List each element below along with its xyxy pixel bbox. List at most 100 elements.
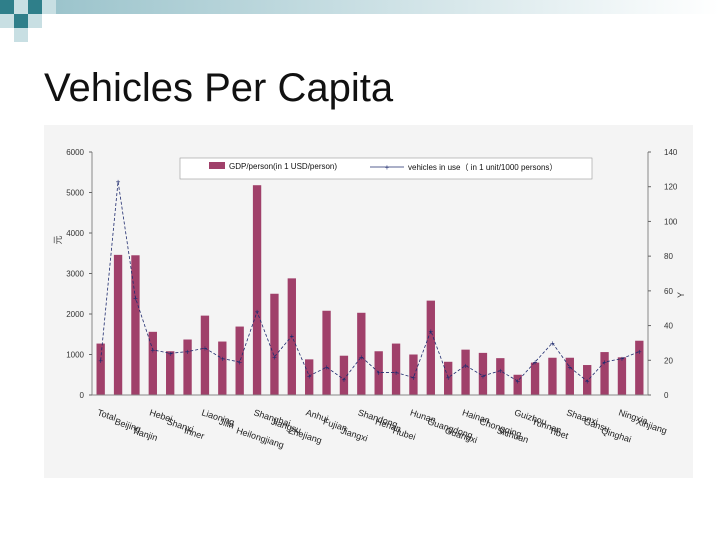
deco-square [14, 28, 28, 42]
left-tick-label: 2000 [66, 310, 84, 319]
vehicles-point-marker: + [637, 348, 642, 357]
vehicles-point-marker: + [324, 363, 329, 372]
vehicles-point-marker: + [376, 368, 381, 377]
gdp-bar [183, 339, 192, 395]
right-tick-label: 120 [664, 183, 678, 192]
gdp-bar [617, 357, 627, 395]
vehicles-point-marker: + [515, 377, 520, 386]
left-tick-label: 5000 [66, 189, 84, 198]
chart-panel: 0 1000 2000 3000 4000 5000 6000 0 20 40 60 80 100 120… [44, 125, 693, 478]
category-label: Zhejiang [287, 425, 323, 445]
vehicles-point-marker: + [446, 374, 451, 383]
vehicles-point-marker: + [116, 178, 121, 187]
legend-line-label: vehicles in use（ in 1 unit/1000 persons） [408, 163, 557, 172]
vehicles-point-marker: + [133, 294, 138, 303]
vehicles-point-marker: + [185, 348, 190, 357]
vehicles-point-marker: + [567, 363, 572, 372]
vehicles-point-marker: + [342, 375, 347, 384]
vehicles-point-marker: + [620, 355, 625, 364]
gdp-bar [322, 310, 331, 395]
vehicles-point-marker: + [150, 346, 155, 355]
gdp-bar [461, 349, 470, 395]
vehicles-point-marker: + [98, 356, 103, 365]
gdp-bar [548, 357, 557, 395]
vehicles-point-marker: + [289, 332, 294, 341]
gdp-bar [218, 341, 227, 395]
gdp-bar [600, 352, 609, 395]
slide-title: Vehicles Per Capita [44, 66, 394, 110]
vehicles-point-marker: + [428, 327, 433, 336]
category-label: Tianjin [131, 425, 159, 443]
category-label: Tibet [548, 425, 570, 441]
left-tick-label: 3000 [66, 270, 84, 279]
gdp-bar [131, 255, 140, 395]
deco-square [0, 14, 14, 28]
vehicles-point-marker: + [359, 353, 364, 362]
vehicles-point-marker: + [255, 308, 260, 317]
category-label: Qinghai [600, 425, 633, 444]
gdp-bar [357, 312, 366, 395]
category-label: Hubei [391, 425, 416, 442]
right-tick-label: 100 [664, 217, 678, 226]
left-tick-label: 0 [80, 391, 85, 400]
vehicles-point-marker: + [481, 372, 486, 381]
vehicles-point-marker: + [237, 358, 242, 367]
legend-box [179, 157, 593, 180]
category-label: Xinjiang [635, 416, 669, 435]
vehicles-point-marker: + [533, 358, 538, 367]
right-tick-label: 20 [664, 356, 673, 365]
vehicles-point-marker: + [585, 377, 590, 386]
combo-chart: 0 1000 2000 3000 4000 5000 6000 0 20 40 60 80 100 120… [53, 148, 686, 450]
gdp-bar [270, 293, 279, 395]
vehicles-point-marker: + [394, 368, 399, 377]
vehicles-point-marker: + [307, 372, 312, 381]
right-axis-label: Y [676, 292, 686, 298]
gdp-bar [583, 365, 592, 395]
deco-square [28, 0, 42, 14]
vehicles-point-marker: + [220, 355, 225, 364]
vehicles-point-marker: + [168, 349, 173, 358]
deco-square [14, 0, 28, 14]
gdp-bar [305, 359, 314, 395]
gdp-bar [635, 340, 644, 395]
left-tick-label: 1000 [66, 351, 84, 360]
gdp-bar [409, 354, 418, 395]
gdp-bar [148, 331, 157, 395]
legend-bar-label: GDP/person(in 1 USD/person) [229, 162, 337, 171]
gdp-bar [339, 355, 349, 395]
legend-bar-swatch [209, 162, 225, 169]
category-label: Total [96, 407, 117, 422]
deco-square [14, 14, 28, 28]
gdp-bar [426, 300, 435, 395]
deco-square [0, 0, 14, 14]
gdp-bar [235, 326, 244, 395]
right-tick-label: 40 [664, 322, 673, 331]
gdp-bar [166, 351, 175, 395]
left-tick-label: 6000 [66, 148, 84, 157]
left-axis-label: 元 [53, 235, 63, 244]
gdp-bar [113, 254, 123, 395]
vehicles-point-marker: + [550, 339, 555, 348]
right-tick-label: 0 [664, 391, 669, 400]
gdp-bar [444, 361, 453, 395]
vehicles-point-marker: + [463, 361, 468, 370]
gdp-bar [496, 358, 505, 395]
right-tick-label: 140 [664, 148, 678, 157]
gdp-bar [374, 351, 383, 395]
gdp-bar [565, 357, 574, 395]
left-tick-label: 4000 [66, 229, 84, 238]
right-tick-label: 60 [664, 287, 673, 296]
gdp-bar [478, 352, 488, 395]
deco-square [42, 0, 56, 14]
vehicles-point-marker: + [203, 344, 208, 353]
right-tick-label: 80 [664, 252, 673, 261]
gdp-bar [530, 362, 540, 395]
category-label: Inner [183, 425, 206, 441]
deco-gradient-bar [56, 0, 720, 14]
vehicles-point-marker: + [602, 358, 607, 367]
vehicles-point-marker: + [411, 374, 416, 383]
decorative-squares-header [0, 0, 720, 45]
gdp-bar [391, 343, 401, 395]
category-label: Heilongjiang [235, 425, 285, 450]
category-label: Jilin [218, 416, 236, 430]
